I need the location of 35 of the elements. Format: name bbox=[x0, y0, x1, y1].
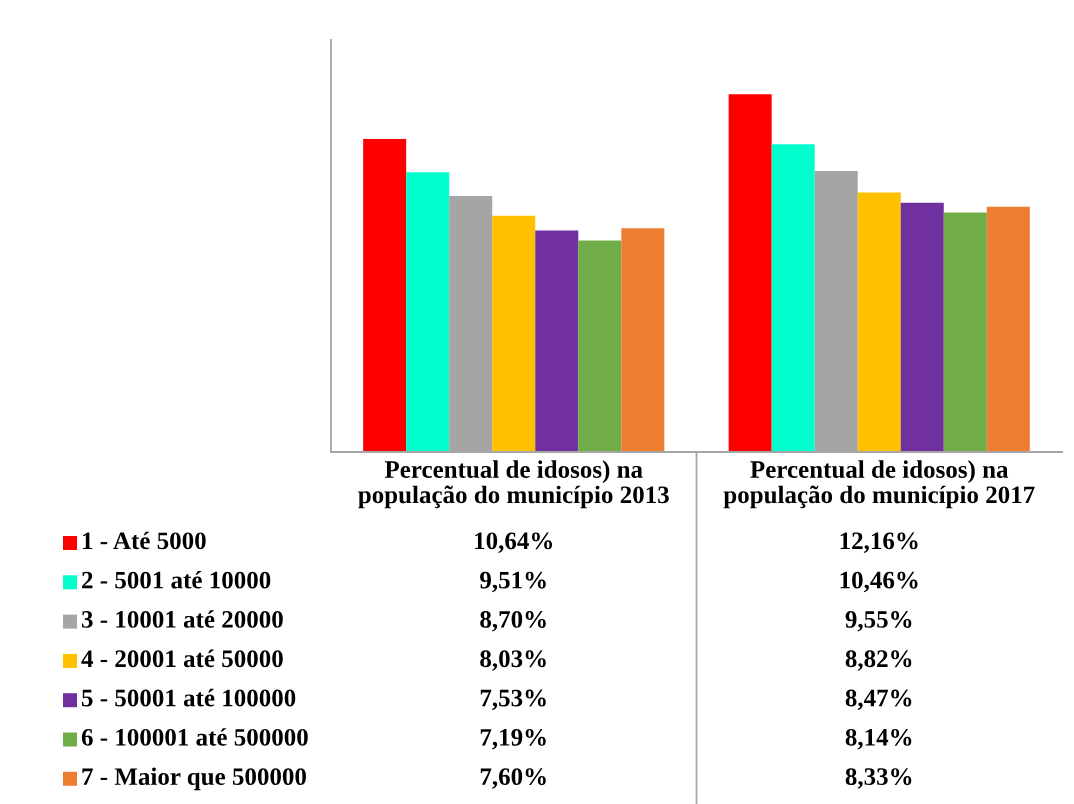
data-label: 9,51% bbox=[480, 571, 546, 593]
data-label: 8,33% bbox=[845, 768, 912, 789]
legend-label: 3 - 10001 até 20000 bbox=[81, 610, 283, 628]
bar bbox=[578, 240, 622, 452]
bar bbox=[728, 94, 772, 452]
legend-label: 2 - 5001 até 10000 bbox=[82, 570, 271, 589]
data-label: 9,55% bbox=[845, 610, 912, 632]
bar bbox=[857, 192, 901, 452]
data-label: 7,60% bbox=[480, 768, 546, 789]
legend-label: 1 - Até 5000 bbox=[83, 531, 206, 550]
data-label: 8,03% bbox=[480, 650, 546, 671]
bar bbox=[535, 230, 579, 452]
bar bbox=[492, 215, 536, 452]
bar bbox=[771, 144, 815, 452]
data-label: 7,19% bbox=[480, 728, 546, 750]
data-label: 8,14% bbox=[845, 728, 912, 750]
x-tick-label: Percentual de idosos) na população do município 2013 bbox=[358, 460, 669, 509]
bar bbox=[943, 212, 987, 452]
data-label: 10,46% bbox=[840, 571, 918, 593]
legend-label: 4 - 20001 até 50000 bbox=[81, 649, 283, 668]
data-label: 8,82% bbox=[845, 650, 912, 671]
legend-label: 5 - 50001 até 100000 bbox=[82, 688, 296, 707]
data-label: 12,16% bbox=[840, 532, 918, 553]
data-label: 8,70% bbox=[480, 610, 546, 632]
bar bbox=[986, 206, 1030, 452]
bar bbox=[621, 228, 665, 452]
bar bbox=[406, 172, 450, 452]
x-tick-label: Percentual de idosos) na população do município 2017 bbox=[723, 460, 1035, 509]
data-label: 10,64% bbox=[475, 532, 553, 553]
legend-label: 6 - 100001 até 500000 bbox=[81, 728, 308, 746]
data-label: 7,53% bbox=[480, 689, 546, 711]
data-label: 8,47% bbox=[845, 689, 912, 711]
legend-label: 7 - Maior que 500000 bbox=[82, 767, 306, 791]
bar bbox=[900, 202, 944, 452]
bar bbox=[363, 138, 407, 452]
